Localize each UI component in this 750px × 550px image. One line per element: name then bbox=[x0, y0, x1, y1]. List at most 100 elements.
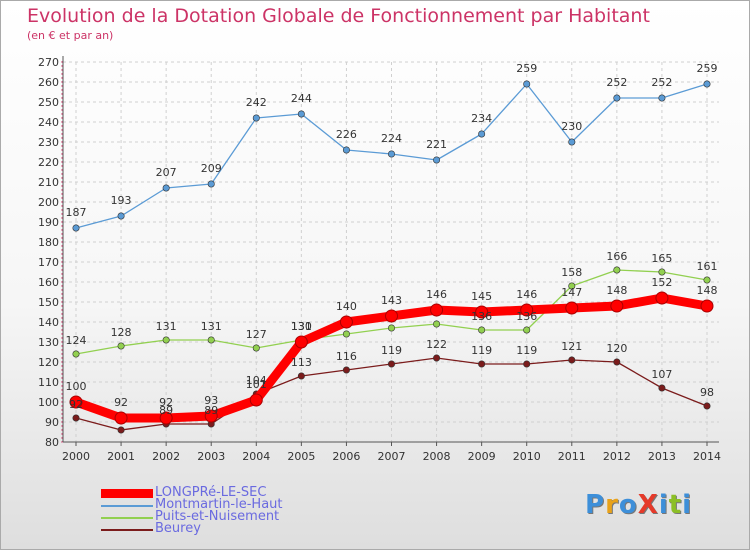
data-label: 207 bbox=[156, 166, 177, 179]
data-label: 131 bbox=[201, 320, 222, 333]
legend-label-montmartin: Montmartin-le-Haut bbox=[155, 497, 283, 512]
y-minor-tick bbox=[61, 333, 63, 335]
data-label: 113 bbox=[291, 356, 312, 369]
data-label: 104 bbox=[246, 374, 267, 387]
y-minor-tick bbox=[61, 93, 63, 95]
series-point bbox=[252, 344, 260, 352]
y-minor-tick bbox=[61, 401, 63, 403]
data-label: 147 bbox=[561, 286, 582, 299]
series-point bbox=[700, 299, 714, 313]
logo-letter: t bbox=[668, 490, 683, 520]
data-label: 165 bbox=[651, 252, 672, 265]
data-label: 128 bbox=[111, 326, 132, 339]
y-minor-tick bbox=[61, 157, 63, 159]
data-label: 100 bbox=[66, 380, 87, 393]
logo-letter: i bbox=[658, 490, 669, 520]
data-label: 119 bbox=[381, 344, 402, 357]
y-minor-tick bbox=[61, 301, 63, 303]
x-tick-label: 2014 bbox=[693, 450, 721, 463]
data-label: 92 bbox=[159, 396, 173, 409]
y-minor-tick bbox=[61, 245, 63, 247]
x-tick-label: 2012 bbox=[603, 450, 631, 463]
y-tick-label: 100 bbox=[38, 396, 59, 409]
series-point bbox=[114, 411, 128, 425]
series-point bbox=[523, 80, 531, 88]
series-point bbox=[703, 80, 711, 88]
series-point bbox=[117, 426, 125, 434]
x-tick-label: 2007 bbox=[378, 450, 406, 463]
logo-letter: X bbox=[637, 490, 659, 520]
series-point bbox=[387, 360, 395, 368]
series-point bbox=[658, 268, 666, 276]
series-point bbox=[568, 282, 576, 290]
y-minor-tick bbox=[61, 425, 63, 427]
y-minor-tick bbox=[61, 441, 63, 443]
y-minor-tick bbox=[61, 117, 63, 119]
x-tick-label: 2006 bbox=[332, 450, 360, 463]
logo-letter: i bbox=[682, 490, 693, 520]
y-minor-tick bbox=[61, 137, 63, 139]
y-minor-tick bbox=[61, 217, 63, 219]
series-point bbox=[117, 212, 125, 220]
x-tick-label: 2001 bbox=[107, 450, 135, 463]
data-label: 209 bbox=[201, 162, 222, 175]
y-minor-tick bbox=[61, 277, 63, 279]
y-minor-tick bbox=[61, 241, 63, 243]
data-label: 152 bbox=[651, 276, 672, 289]
x-tick-label: 2009 bbox=[468, 450, 496, 463]
y-minor-tick bbox=[61, 297, 63, 299]
data-label: 145 bbox=[471, 290, 492, 303]
data-label: 92 bbox=[69, 398, 83, 411]
y-minor-tick bbox=[61, 201, 63, 203]
y-minor-tick bbox=[61, 437, 63, 439]
y-minor-tick bbox=[61, 61, 63, 63]
series-point bbox=[297, 110, 305, 118]
data-label: 187 bbox=[66, 206, 87, 219]
series-point bbox=[72, 350, 80, 358]
legend-swatch-puits bbox=[101, 517, 153, 519]
series-point bbox=[117, 342, 125, 350]
y-minor-tick bbox=[61, 105, 63, 107]
legend-label-puits: Puits-et-Nuisement bbox=[155, 509, 280, 524]
series-point bbox=[478, 360, 486, 368]
series-point bbox=[297, 372, 305, 380]
series-point bbox=[565, 301, 579, 315]
x-tick-label: 2008 bbox=[423, 450, 451, 463]
data-label: 252 bbox=[606, 76, 627, 89]
data-label: 119 bbox=[471, 344, 492, 357]
legend: LONGPRé-LE-SEC Montmartin-le-Haut Puits-… bbox=[101, 486, 321, 535]
series-point bbox=[475, 305, 489, 319]
series-point bbox=[342, 330, 350, 338]
series-point bbox=[387, 324, 395, 332]
series-point bbox=[433, 354, 441, 362]
x-tick-label: 2000 bbox=[62, 450, 90, 463]
series-point bbox=[658, 94, 666, 102]
data-label: 124 bbox=[66, 334, 87, 347]
y-minor-tick bbox=[61, 233, 63, 235]
data-label: 221 bbox=[426, 138, 447, 151]
data-label: 140 bbox=[336, 300, 357, 313]
logo-letter: o bbox=[618, 490, 638, 520]
series-point bbox=[613, 94, 621, 102]
x-tick-label: 2003 bbox=[197, 450, 225, 463]
data-label: 166 bbox=[606, 250, 627, 263]
y-minor-tick bbox=[61, 253, 63, 255]
series-point bbox=[478, 326, 486, 334]
y-minor-tick bbox=[61, 409, 63, 411]
y-minor-tick bbox=[61, 429, 63, 431]
series-point bbox=[69, 395, 83, 409]
y-minor-tick bbox=[61, 125, 63, 127]
logo-letter: r bbox=[605, 490, 619, 520]
data-label: 121 bbox=[561, 340, 582, 353]
data-label: 89 bbox=[204, 404, 218, 417]
data-label: 259 bbox=[516, 62, 537, 75]
data-label: 120 bbox=[606, 342, 627, 355]
y-minor-tick bbox=[61, 353, 63, 355]
y-minor-tick bbox=[61, 173, 63, 175]
y-minor-tick bbox=[61, 145, 63, 147]
y-tick-label: 250 bbox=[38, 96, 59, 109]
series-point bbox=[613, 358, 621, 366]
series-point bbox=[387, 150, 395, 158]
data-label: 252 bbox=[651, 76, 672, 89]
y-minor-tick bbox=[61, 373, 63, 375]
